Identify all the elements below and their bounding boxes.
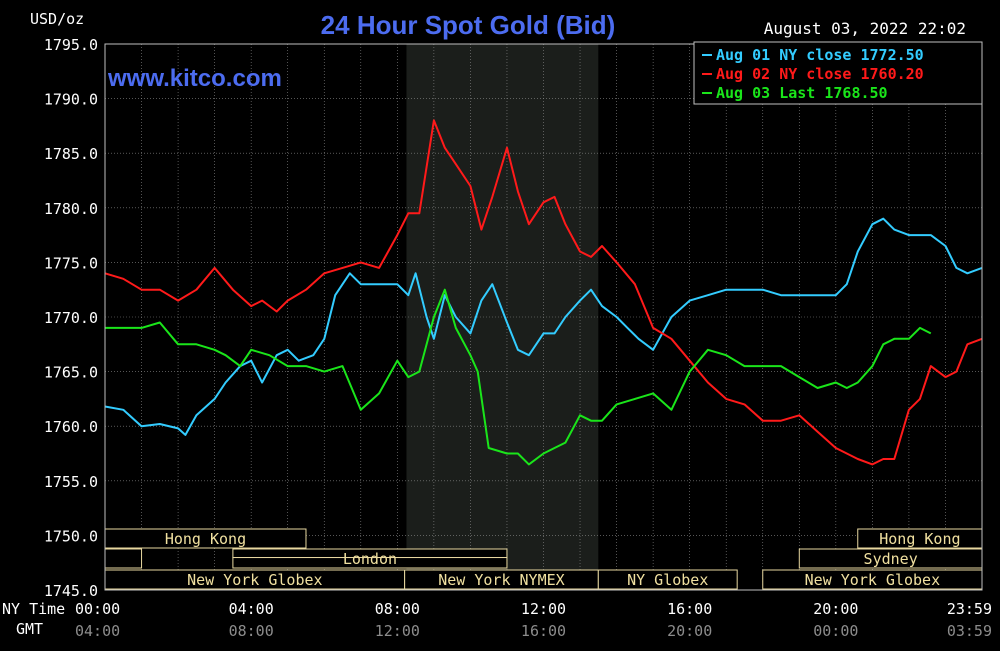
session-bar: New York Globex xyxy=(104,569,406,590)
session-label: New York Globex xyxy=(187,571,322,589)
session-label: Hong Kong xyxy=(165,530,246,548)
session-bar: Hong Kong xyxy=(104,528,307,549)
x-tick-label-ny: 23:59 xyxy=(947,600,992,618)
x-tick-label-gmt: 20:00 xyxy=(667,622,712,640)
x-axis-label-ny: NY Time xyxy=(2,600,65,618)
x-tick-label-gmt: 03:59 xyxy=(947,622,992,640)
series-lines xyxy=(104,119,983,466)
x-tick-label-ny: 20:00 xyxy=(813,600,858,618)
y-tick-label: 1760.0 xyxy=(44,418,98,436)
plot-border xyxy=(104,43,983,591)
x-tick-label-gmt: 00:00 xyxy=(813,622,858,640)
y-tick-label: 1745.0 xyxy=(44,582,98,600)
session-bar xyxy=(104,548,143,569)
session-label: London xyxy=(343,550,397,568)
session-label: New York NYMEX xyxy=(438,571,564,589)
x-tick-label-gmt: 12:00 xyxy=(375,622,420,640)
watermark-url: www.kitco.com xyxy=(107,65,282,92)
session-label: NY Globex xyxy=(627,571,708,589)
legend-entry: Aug 03 Last 1768.50 xyxy=(716,84,888,102)
session-label: Sydney xyxy=(864,550,918,568)
legend-entry: Aug 01 NY close 1772.50 xyxy=(716,46,924,64)
x-tick-label-ny: 00:00 xyxy=(75,600,120,618)
grid-lines xyxy=(105,44,982,590)
session-label: Hong Kong xyxy=(879,530,960,548)
x-tick-label-gmt: 16:00 xyxy=(521,622,566,640)
y-tick-label: 1795.0 xyxy=(44,36,98,54)
session-label: New York Globex xyxy=(805,571,940,589)
market-session-bars: Hong Kong Hong Kong London Sydney New York G… xyxy=(104,528,983,590)
y-axis-unit-label: USD/oz xyxy=(30,10,84,28)
x-axis-ticks: 00:00 04:00 04:00 08:00 08:00 12:00 12:00 16:00… xyxy=(75,600,992,640)
session-bar: New York Globex xyxy=(762,569,983,590)
y-tick-label: 1780.0 xyxy=(44,200,98,218)
legend-entry: Aug 02 NY close 1760.20 xyxy=(716,65,924,83)
series-line xyxy=(104,217,983,436)
chart-title: 24 Hour Spot Gold (Bid) xyxy=(321,10,616,40)
y-tick-label: 1765.0 xyxy=(44,364,98,382)
y-tick-label: 1750.0 xyxy=(44,527,98,545)
y-tick-label: 1790.0 xyxy=(44,91,98,109)
timestamp: August 03, 2022 22:02 xyxy=(764,19,966,38)
x-tick-label-ny: 08:00 xyxy=(375,600,420,618)
x-tick-label-gmt: 04:00 xyxy=(75,622,120,640)
y-tick-label: 1785.0 xyxy=(44,145,98,163)
x-tick-label-ny: 04:00 xyxy=(229,600,274,618)
y-tick-label: 1775.0 xyxy=(44,254,98,272)
series-line xyxy=(105,288,932,466)
x-tick-label-gmt: 08:00 xyxy=(229,622,274,640)
y-axis-ticks: 1795.0 1790.0 1785.0 1780.0 1775.0 1770.0 1765… xyxy=(44,36,98,600)
session-bar: Sydney xyxy=(798,548,983,569)
series-line xyxy=(104,119,983,466)
x-axis-label-gmt: GMT xyxy=(16,620,43,638)
session-bar: NY Globex xyxy=(597,569,738,590)
y-tick-label: 1770.0 xyxy=(44,309,98,327)
session-bar: Hong Kong xyxy=(857,528,983,549)
x-tick-label-ny: 12:00 xyxy=(521,600,566,618)
session-bar: New York NYMEX xyxy=(404,569,599,590)
x-tick-label-ny: 16:00 xyxy=(667,600,712,618)
y-tick-label: 1755.0 xyxy=(44,473,98,491)
session-bar: London xyxy=(232,548,508,569)
